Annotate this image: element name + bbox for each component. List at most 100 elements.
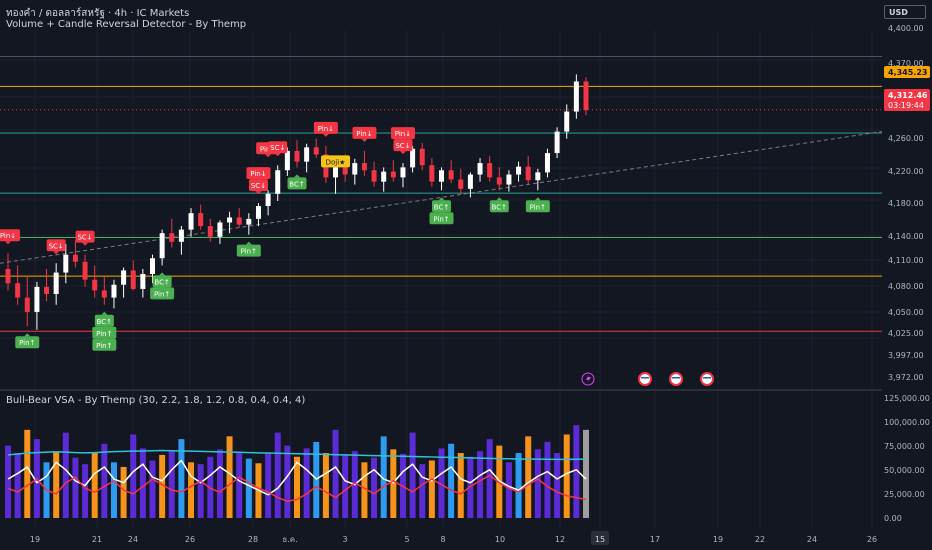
candle-body — [284, 150, 290, 171]
volume-bar — [139, 448, 146, 518]
candle-body — [419, 148, 425, 166]
candle-body — [15, 283, 21, 298]
signal-label: BC↑ — [434, 203, 449, 211]
us-flag-icon — [638, 372, 652, 386]
candle-body — [246, 218, 252, 225]
time-tick-label: 24 — [807, 535, 817, 544]
flag-stripe — [672, 377, 680, 379]
trendline — [0, 131, 883, 264]
event-markers — [581, 372, 714, 386]
candle-body — [535, 172, 541, 181]
volume-bar — [62, 432, 69, 518]
volume-bar — [226, 436, 233, 518]
volume-bar — [322, 453, 329, 518]
candle-body — [458, 179, 464, 189]
signal-pointer — [53, 251, 60, 255]
signal-pointer — [399, 139, 406, 143]
volume-bar — [101, 443, 108, 518]
candle-body — [525, 166, 531, 181]
volume-bar — [53, 451, 60, 518]
time-tick-label: 8 — [440, 535, 445, 544]
time-tick-label: 3 — [342, 535, 347, 544]
volume-bar — [525, 436, 532, 518]
time-tick-label: 12 — [555, 535, 565, 544]
time-tick-label: 24 — [128, 535, 138, 544]
volume-bar — [515, 453, 522, 518]
price-axis[interactable]: 4,400.00 4,260.00 4,220.00 4,180.00 4,140.00… — [884, 24, 930, 382]
candle-body — [121, 270, 127, 285]
level-price-label: 4,345.23 — [888, 68, 927, 77]
lightning-icon — [581, 372, 595, 386]
volume-tick-label: 75,000.00 — [884, 442, 925, 451]
candle-body — [130, 270, 136, 290]
signal-label: Pin↓ — [260, 145, 276, 153]
volume-ma-line — [7, 449, 587, 461]
volume-axis[interactable]: 125,000.00 100,000.00 75,000.00 50,000.00 25… — [884, 394, 930, 523]
signal-pointer — [496, 197, 503, 201]
signal-pointer — [294, 174, 300, 178]
volume-bar — [534, 449, 541, 518]
level-price-tag — [884, 66, 930, 78]
candle-body — [371, 170, 377, 182]
candle-body — [313, 147, 319, 155]
volume-bar — [245, 458, 252, 518]
volume-bar — [486, 439, 493, 518]
volume-lines — [7, 449, 587, 503]
us-flag-icon — [669, 372, 683, 386]
candle-body — [573, 81, 579, 112]
signal-label: SC↓ — [49, 242, 64, 250]
candle-body — [101, 290, 107, 298]
volume-bar — [448, 443, 455, 518]
candle-body — [207, 226, 213, 237]
volume-bar — [178, 439, 185, 518]
candle-body — [5, 268, 11, 284]
volume-bar — [82, 464, 89, 518]
volume-bar — [371, 457, 378, 518]
volume-tick-label: 0.00 — [884, 514, 902, 523]
volume-indicator-title[interactable]: Bull-Bear VSA - By Themp (30, 2.2, 1.8, … — [6, 395, 306, 406]
volume-bar — [438, 448, 445, 518]
signal-badge — [489, 200, 509, 213]
signal-badge — [268, 141, 288, 154]
symbol-title[interactable]: ทองคำ / ดอลลาร์สหรัฐ · 4h · IC Markets — [6, 8, 190, 19]
us-flag-icon — [700, 372, 714, 386]
volume-bar — [457, 453, 464, 518]
candle-body — [448, 170, 454, 180]
signal-badge — [393, 139, 413, 152]
signal-pointer — [255, 191, 262, 195]
currency-button[interactable]: USD — [884, 5, 926, 19]
volume-bar — [236, 453, 243, 518]
signal-label: Pin↑ — [241, 248, 257, 256]
candle-body — [429, 165, 435, 182]
candle-body — [236, 217, 242, 225]
volume-bar — [554, 453, 561, 518]
signal-badge — [248, 179, 268, 192]
candle-body — [140, 273, 146, 290]
time-axis[interactable]: 19 21 24 26 28 ธ.ค. 3 5 8 10 12 15 17 19 22 24 26 — [30, 531, 877, 545]
candle-body — [63, 254, 69, 273]
volume-bar — [14, 453, 21, 518]
candle-body — [467, 174, 473, 189]
signal-badge — [429, 212, 454, 225]
signal-label: SC↓ — [77, 234, 92, 242]
indicator-title[interactable]: Volume + Candle Reversal Detector - By T… — [6, 19, 247, 30]
last-price-tag — [884, 89, 930, 111]
signal-badge — [321, 155, 351, 168]
volume-bar — [583, 429, 589, 518]
candle-body — [217, 222, 223, 237]
signal-pointer — [255, 179, 262, 183]
signal-label: Pin↑ — [19, 339, 35, 347]
signal-label: Pin↓ — [356, 130, 372, 138]
signal-label: BC↑ — [154, 278, 169, 286]
volume-bar — [24, 429, 31, 518]
signal-pointer — [438, 197, 445, 201]
signal-label: SC↓ — [270, 144, 285, 152]
flag-stripe — [641, 377, 649, 379]
candle-body — [583, 81, 589, 111]
signal-badge — [236, 244, 261, 257]
signal-label: Doji★ — [326, 158, 346, 166]
price-tick-label: 4,370.00 — [888, 59, 924, 68]
price-tick-label: 4,080.00 — [888, 282, 924, 291]
signal-pointer — [361, 138, 368, 142]
volume-bar — [332, 429, 339, 518]
